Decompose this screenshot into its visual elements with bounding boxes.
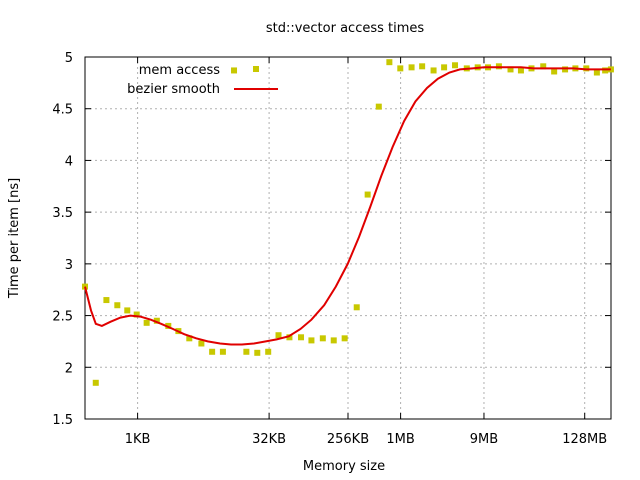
data-point	[408, 64, 415, 71]
x-tick-label: 128MB	[562, 432, 607, 447]
y-axis-label: Time per item [ns]	[7, 178, 22, 299]
data-point	[319, 335, 326, 342]
data-point	[430, 67, 437, 74]
x-tick-label: 9MB	[470, 432, 498, 447]
data-point	[507, 66, 514, 73]
data-point	[265, 348, 272, 355]
data-point	[114, 302, 121, 309]
data-point	[143, 319, 150, 326]
y-tick-label: 4	[65, 154, 73, 169]
data-point	[607, 66, 614, 73]
data-point	[441, 64, 448, 71]
y-tick-label: 1.5	[52, 413, 73, 428]
data-point	[602, 67, 609, 74]
ticks: 1.5 2 2.5 3 3.5 4 4.5 5 1KB 32KB 256KB 1MB 9MB 128MB	[52, 51, 611, 447]
x-tick-label: 1MB	[386, 432, 414, 447]
grid	[85, 57, 611, 419]
data-point	[551, 68, 558, 75]
series-bezier-smooth	[84, 66, 611, 346]
data-point	[186, 335, 193, 342]
data-point	[397, 65, 404, 72]
x-tick-label: 256KB	[327, 432, 369, 447]
y-tick-label: 5	[65, 51, 73, 66]
data-point	[286, 334, 293, 341]
data-point	[330, 337, 337, 344]
data-point	[517, 67, 524, 74]
data-point	[386, 59, 393, 66]
y-tick-label: 3	[65, 258, 73, 273]
data-point	[298, 334, 305, 341]
x-tick-label: 32KB	[252, 432, 286, 447]
data-point	[353, 304, 360, 311]
data-point	[92, 379, 99, 386]
chart-title: std::vector access times	[266, 21, 425, 36]
data-point	[583, 65, 590, 72]
data-point	[364, 191, 371, 198]
legend: mem access bezier smooth	[127, 63, 278, 97]
data-point	[243, 348, 250, 355]
data-point	[275, 332, 282, 339]
data-point	[103, 297, 110, 304]
data-point	[593, 69, 600, 76]
data-point	[231, 67, 238, 74]
data-point	[209, 348, 216, 355]
data-point	[133, 311, 140, 318]
y-tick-label: 4.5	[52, 103, 73, 118]
legend-marker-mem-access	[253, 66, 259, 72]
data-point	[254, 349, 261, 356]
data-point	[124, 307, 131, 314]
data-point	[308, 337, 315, 344]
data-point	[219, 348, 226, 355]
data-point	[153, 317, 160, 324]
data-point	[375, 103, 382, 110]
y-tick-label: 2.5	[52, 310, 73, 325]
legend-label-bezier-smooth: bezier smooth	[127, 82, 220, 97]
data-point	[452, 62, 459, 69]
data-point	[198, 340, 205, 347]
legend-label-mem-access: mem access	[139, 63, 220, 78]
data-point	[562, 66, 569, 73]
data-point	[341, 335, 348, 342]
x-tick-label: 1KB	[125, 432, 151, 447]
data-point	[540, 63, 547, 70]
y-tick-label: 3.5	[52, 206, 73, 221]
x-axis-label: Memory size	[303, 459, 385, 474]
data-point	[419, 63, 426, 70]
y-tick-label: 2	[65, 361, 73, 376]
